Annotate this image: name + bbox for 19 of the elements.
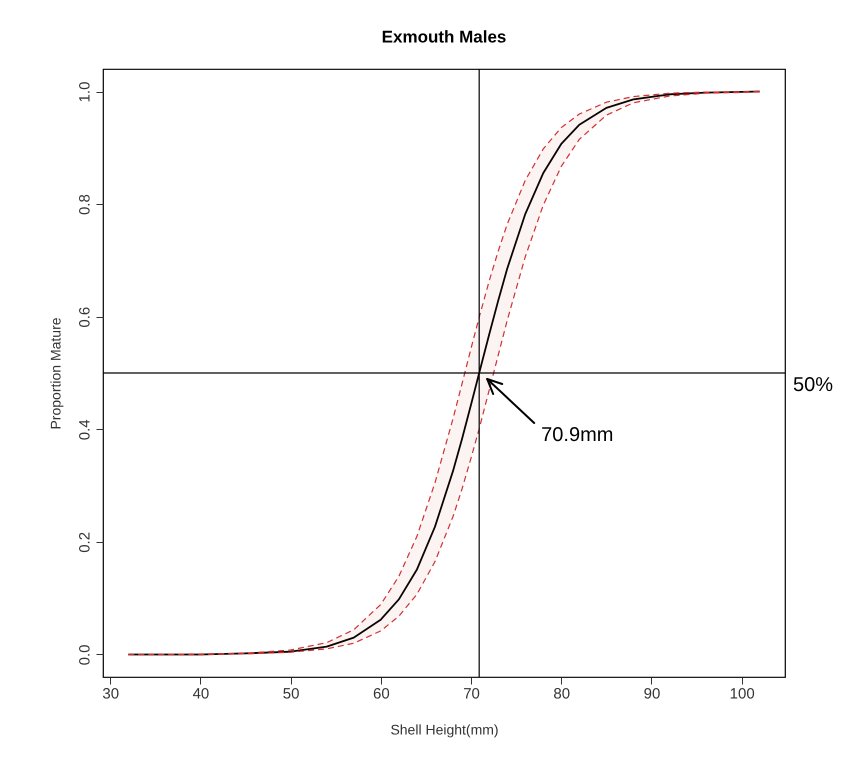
x-tick-label: 100 — [730, 686, 755, 702]
x-tick-label: 40 — [192, 686, 210, 702]
y-tick-label: 0.4 — [76, 419, 94, 440]
x-tick-label: 50 — [282, 686, 300, 702]
ref-line-label: 50% — [793, 374, 834, 396]
x-axis-title: Shell Height(mm) — [390, 722, 499, 738]
x-tick-label: 60 — [373, 686, 390, 702]
y-tick-label: 0.6 — [76, 306, 94, 328]
annotation: 70.9mm — [541, 424, 614, 446]
y-tick-label: 0.2 — [76, 532, 94, 553]
x-tick-label: 70 — [463, 686, 480, 702]
x-tick-label: 30 — [102, 686, 120, 702]
x-tick-label: 90 — [644, 686, 660, 702]
chart-title: Exmouth Males — [382, 27, 506, 46]
y-tick-label: 0.0 — [76, 644, 94, 666]
x-tick-label: 80 — [553, 686, 570, 702]
y-tick-label: 0.8 — [76, 194, 94, 216]
y-axis-title: Proportion Mature — [48, 317, 64, 430]
y-tick-label: 1.0 — [76, 82, 94, 102]
